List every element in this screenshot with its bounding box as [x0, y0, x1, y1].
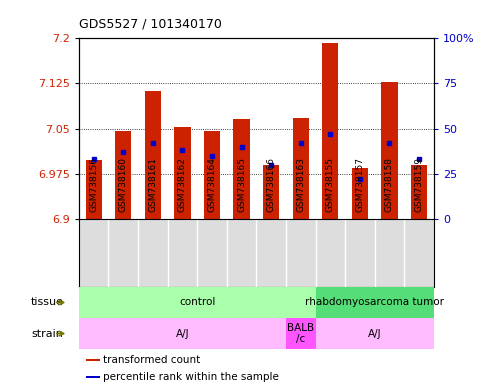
Bar	[174, 127, 190, 218]
Text: BALB
/c: BALB /c	[287, 323, 315, 344]
Text: tissue: tissue	[31, 298, 64, 308]
Bar	[204, 131, 220, 218]
Bar	[85, 161, 102, 218]
Bar	[79, 318, 286, 349]
Text: rhabdomyosarcoma tumor: rhabdomyosarcoma tumor	[305, 298, 444, 308]
Text: strain: strain	[31, 329, 63, 339]
Bar	[79, 287, 316, 318]
Bar	[322, 43, 338, 218]
Bar	[286, 318, 316, 349]
Text: transformed count: transformed count	[103, 355, 200, 365]
Text: percentile rank within the sample: percentile rank within the sample	[103, 372, 279, 382]
Bar	[115, 131, 131, 218]
Text: A/J: A/J	[176, 329, 189, 339]
Bar	[86, 359, 100, 361]
Bar	[411, 164, 427, 218]
Bar	[316, 318, 434, 349]
Text: A/J: A/J	[368, 329, 382, 339]
Bar	[352, 168, 368, 218]
Bar	[316, 287, 434, 318]
Bar	[145, 91, 161, 218]
Bar	[233, 119, 249, 218]
Text: GDS5527 / 101340170: GDS5527 / 101340170	[79, 18, 222, 31]
Bar	[86, 376, 100, 378]
Text: control: control	[179, 298, 215, 308]
Bar	[381, 82, 397, 218]
Bar	[263, 164, 279, 218]
Bar	[292, 118, 309, 218]
